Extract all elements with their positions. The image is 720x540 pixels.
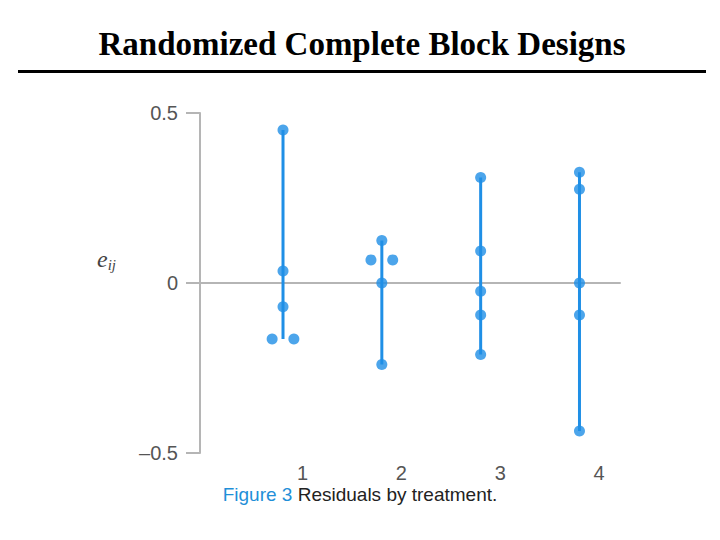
html-text:Randomized Complete Block Desi: Randomized Complete Block Designs bbox=[98, 26, 626, 62]
svg-text:3: 3 bbox=[495, 462, 506, 484]
svg-text:2: 2 bbox=[396, 462, 407, 484]
svg-text:4: 4 bbox=[593, 462, 604, 484]
svg-text:0.5: 0.5 bbox=[150, 102, 178, 124]
svg-text:0: 0 bbox=[167, 272, 178, 294]
html-text:Figure 3 Residuals by treatmen: Figure 3 Residuals by treatment. bbox=[222, 484, 498, 505]
svg-text:e: e bbox=[97, 246, 108, 272]
svg-text:–0.5: –0.5 bbox=[139, 442, 178, 464]
svg-text:ij: ij bbox=[108, 257, 116, 273]
svg-text:1: 1 bbox=[297, 462, 308, 484]
